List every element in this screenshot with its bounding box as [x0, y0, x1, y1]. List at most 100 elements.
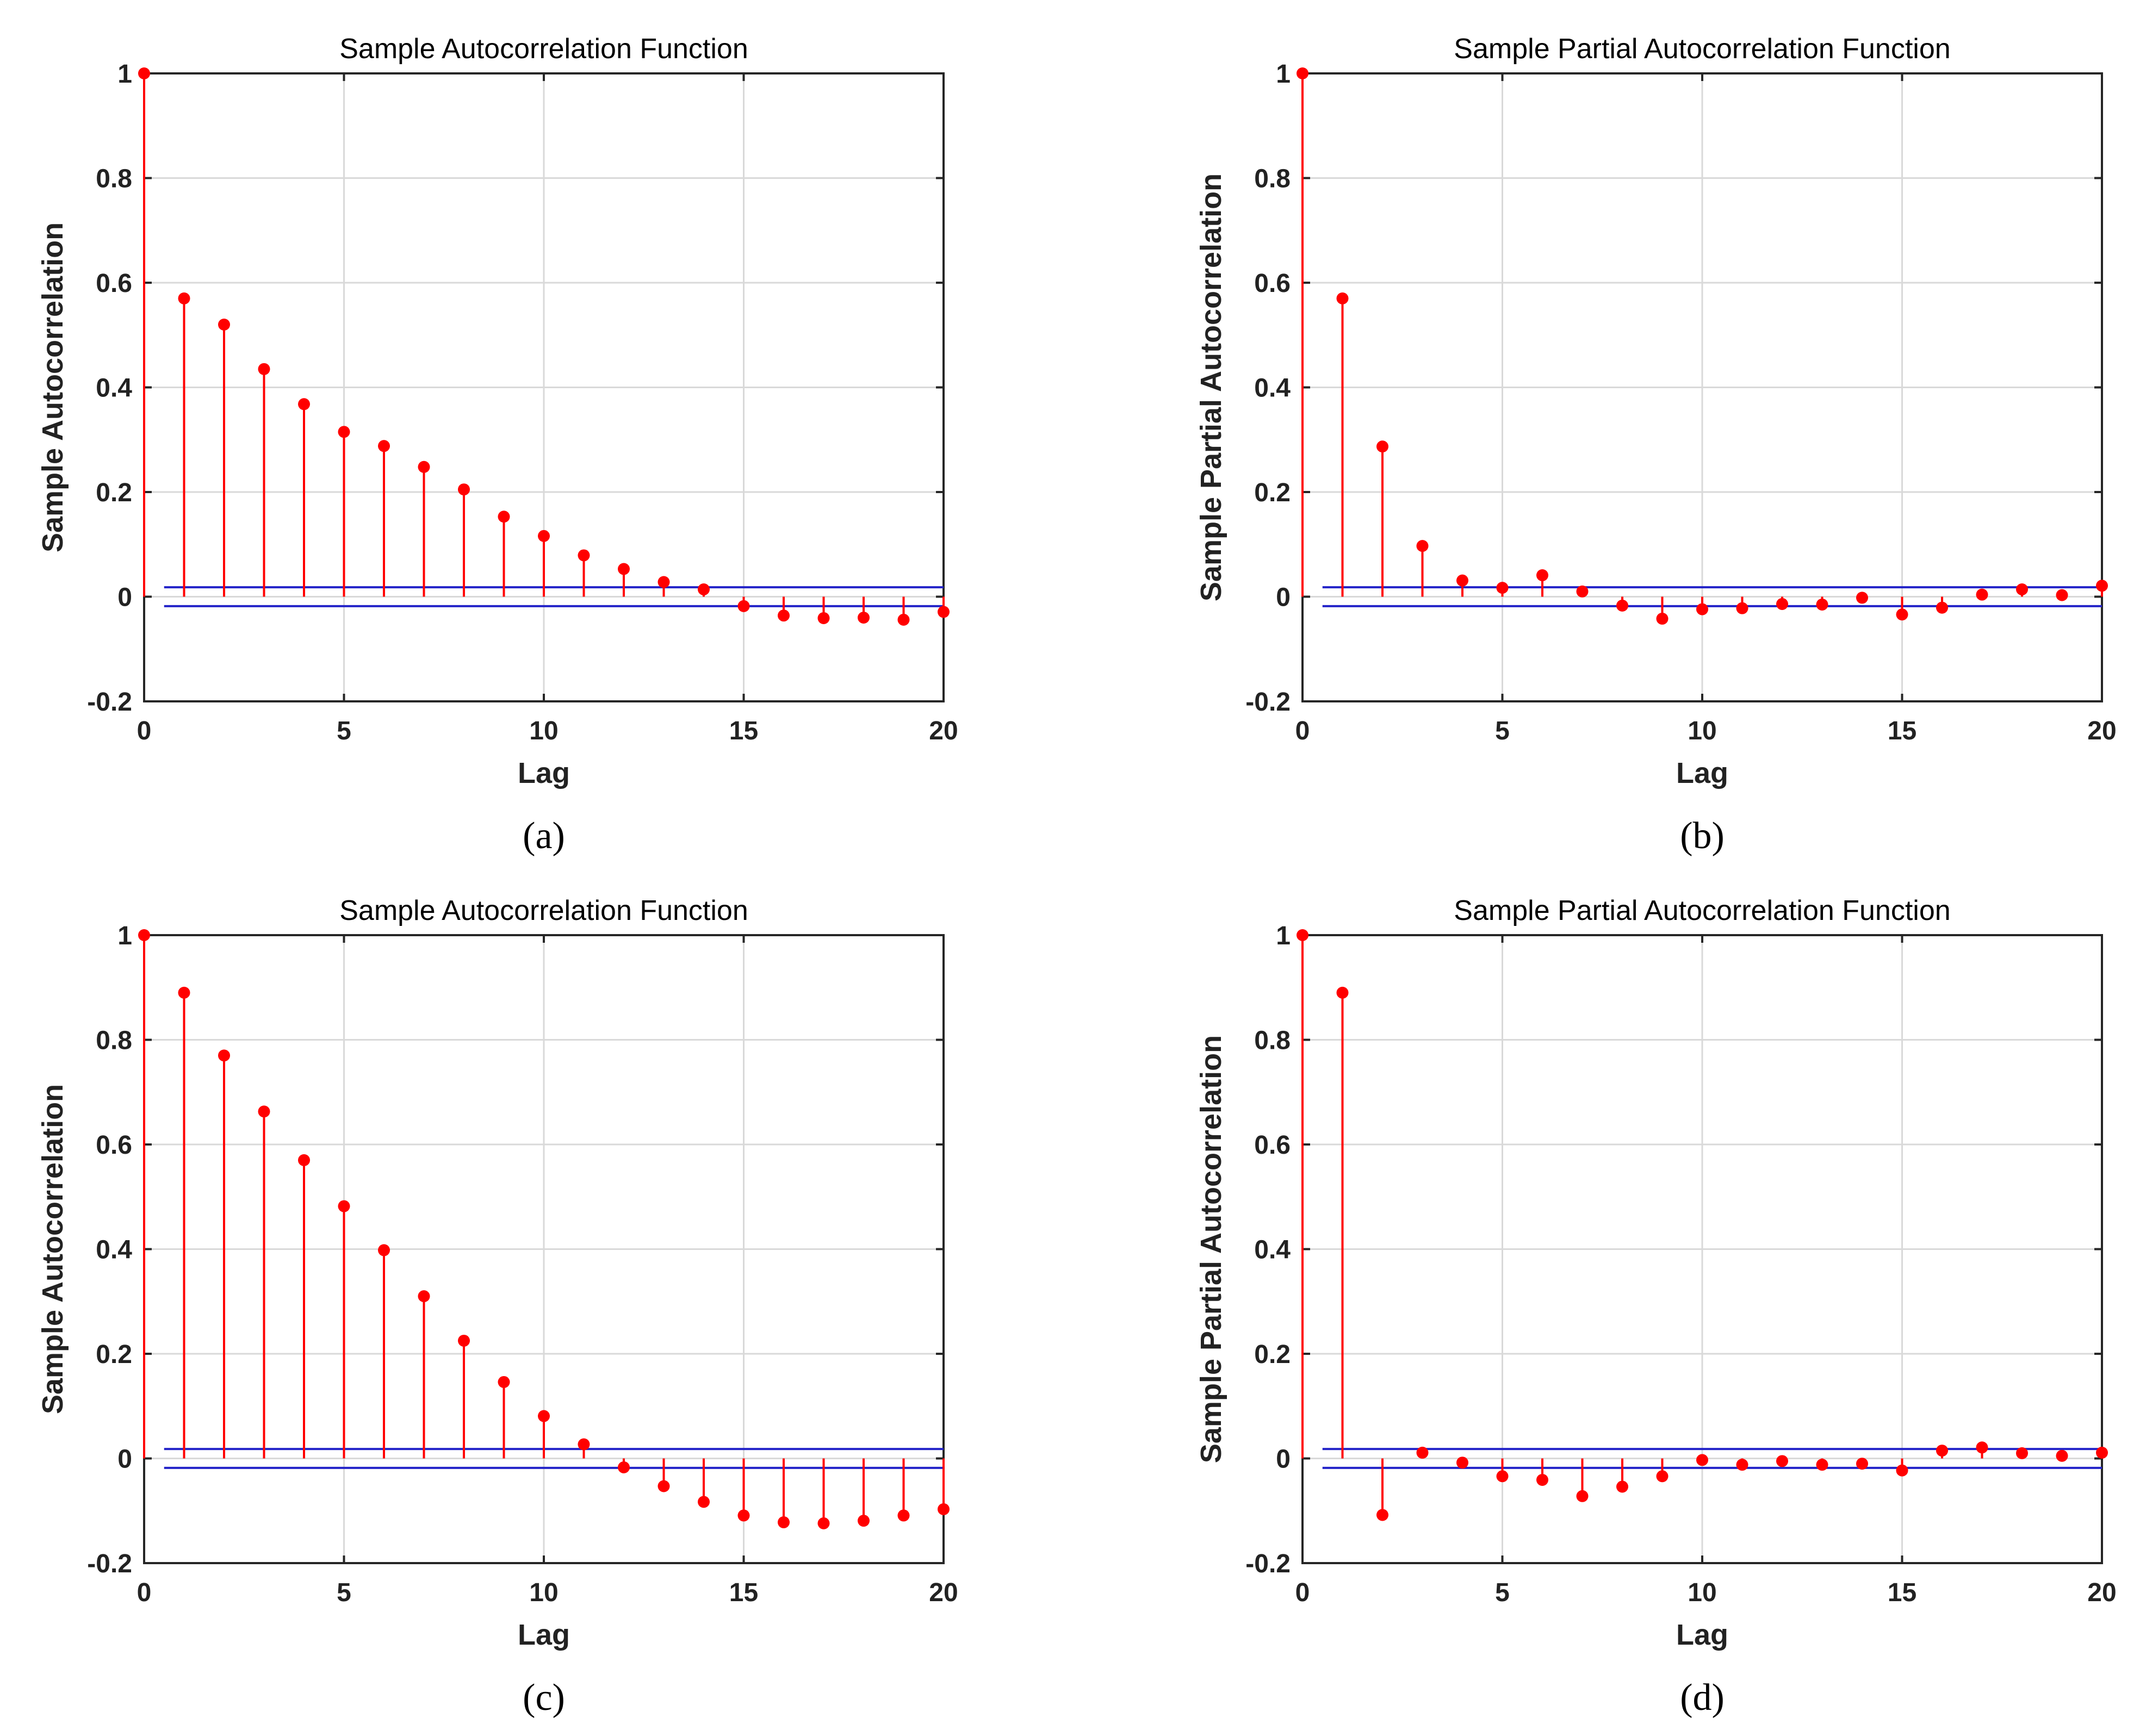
stem-marker	[458, 483, 470, 496]
y-tick-label: 0	[1276, 583, 1291, 612]
stem-marker	[1896, 1464, 1908, 1477]
stem-marker	[218, 1049, 230, 1062]
x-tick-label: 20	[929, 1578, 958, 1607]
y-axis-label: Sample Partial Autocorrelation	[1195, 173, 1227, 601]
stem-marker	[1576, 585, 1589, 598]
stem-marker	[897, 1509, 910, 1522]
stem-marker	[618, 563, 630, 575]
stem-marker	[218, 319, 230, 331]
stem-marker	[1816, 1459, 1828, 1471]
x-axis-label: Lag	[1676, 757, 1728, 789]
stem-marker	[578, 1438, 590, 1451]
y-tick-label: 0.2	[96, 478, 132, 507]
y-tick-label: 0.4	[96, 1236, 132, 1265]
x-tick-label: 10	[1688, 717, 1716, 745]
x-tick-label: 0	[137, 1578, 152, 1607]
stem-marker	[1536, 1473, 1548, 1486]
x-tick-label: 5	[337, 717, 351, 745]
stem-marker	[378, 440, 390, 452]
stem-marker	[418, 1290, 430, 1303]
stem-marker	[298, 1154, 310, 1166]
y-tick-label: 0	[117, 583, 132, 612]
stem-marker	[938, 1503, 950, 1515]
stem-marker	[618, 1461, 630, 1473]
x-tick-label: 10	[1688, 1578, 1716, 1607]
stem-marker	[1696, 603, 1708, 615]
x-tick-label: 15	[729, 717, 758, 745]
stem-marker	[498, 511, 510, 523]
y-axis-label: Sample Partial Autocorrelation	[1195, 1035, 1227, 1463]
stem-marker	[1976, 1441, 1988, 1454]
stem-marker	[138, 67, 150, 79]
stem-marker	[1736, 1459, 1748, 1471]
stem-marker	[1616, 1480, 1628, 1493]
chart-title: Sample Autocorrelation Function	[339, 33, 748, 65]
x-tick-label: 20	[2087, 717, 2116, 745]
stem-marker	[378, 1244, 390, 1256]
y-tick-label: 0.4	[96, 374, 132, 403]
y-tick-label: 1	[117, 60, 132, 89]
stem-marker	[2056, 1449, 2068, 1462]
chart-title: Sample Partial Autocorrelation Function	[1454, 895, 1950, 926]
stem-marker	[1936, 1445, 1948, 1457]
stem-marker	[817, 612, 830, 624]
stem-marker	[2016, 1447, 2028, 1459]
stem-marker	[1736, 602, 1748, 614]
y-tick-label: 0.2	[96, 1340, 132, 1369]
x-tick-label: 20	[929, 717, 958, 745]
stem-marker	[737, 1509, 750, 1522]
stem-marker	[1776, 598, 1788, 610]
chart-title: Sample Partial Autocorrelation Function	[1454, 33, 1950, 65]
x-tick-label: 0	[1295, 1578, 1310, 1607]
stem-marker	[1416, 540, 1429, 552]
stem-marker	[1576, 1490, 1589, 1502]
stem-marker	[1376, 440, 1388, 453]
x-axis-label: Lag	[518, 757, 570, 789]
stem-marker	[858, 612, 870, 624]
stem-marker	[538, 1410, 550, 1422]
stem-marker	[1616, 599, 1628, 612]
stem-marker	[458, 1334, 470, 1347]
x-tick-label: 5	[1495, 717, 1510, 745]
panel-caption: (c)	[523, 1677, 565, 1719]
x-axis-label: Lag	[518, 1619, 570, 1651]
stem-marker	[1936, 601, 1948, 614]
stem-marker	[817, 1517, 830, 1529]
y-tick-label: 0.4	[1254, 1236, 1291, 1265]
stem-marker	[1856, 1458, 1868, 1470]
y-tick-label: 1	[1276, 922, 1291, 950]
chart-title: Sample Autocorrelation Function	[339, 895, 748, 926]
y-tick-label: -0.2	[1245, 1550, 1291, 1578]
y-axis-label: Sample Autocorrelation	[36, 1084, 69, 1414]
y-tick-label: 0.6	[1254, 269, 1291, 298]
y-axis-label: Sample Autocorrelation	[36, 222, 69, 552]
y-tick-label: 0	[117, 1445, 132, 1474]
stem-marker	[698, 1496, 710, 1508]
x-tick-label: 15	[729, 1578, 758, 1607]
stem-marker	[338, 426, 350, 438]
x-tick-label: 5	[337, 1578, 351, 1607]
stem-marker	[1536, 569, 1548, 582]
stem-marker	[1776, 1455, 1788, 1467]
stem-marker	[1856, 592, 1868, 604]
stem-marker	[1496, 1470, 1509, 1483]
y-tick-label: -0.2	[1245, 688, 1291, 717]
stem-marker	[1696, 1454, 1708, 1466]
y-tick-label: 0.8	[1254, 165, 1291, 194]
stem-marker	[698, 583, 710, 596]
stem-marker	[658, 576, 670, 588]
y-tick-label: 0.8	[1254, 1026, 1291, 1055]
x-tick-label: 15	[1888, 717, 1916, 745]
y-tick-label: 1	[1276, 60, 1291, 89]
stem-marker	[1416, 1446, 1429, 1459]
panel-caption: (b)	[1680, 815, 1725, 857]
x-axis-label: Lag	[1676, 1619, 1728, 1651]
stem-marker	[778, 609, 790, 622]
stem-marker	[1976, 588, 1988, 601]
x-tick-label: 10	[529, 717, 558, 745]
x-tick-label: 5	[1495, 1578, 1510, 1607]
stem-marker	[2016, 583, 2028, 596]
stem-marker	[578, 549, 590, 562]
stem-marker	[1896, 608, 1908, 621]
